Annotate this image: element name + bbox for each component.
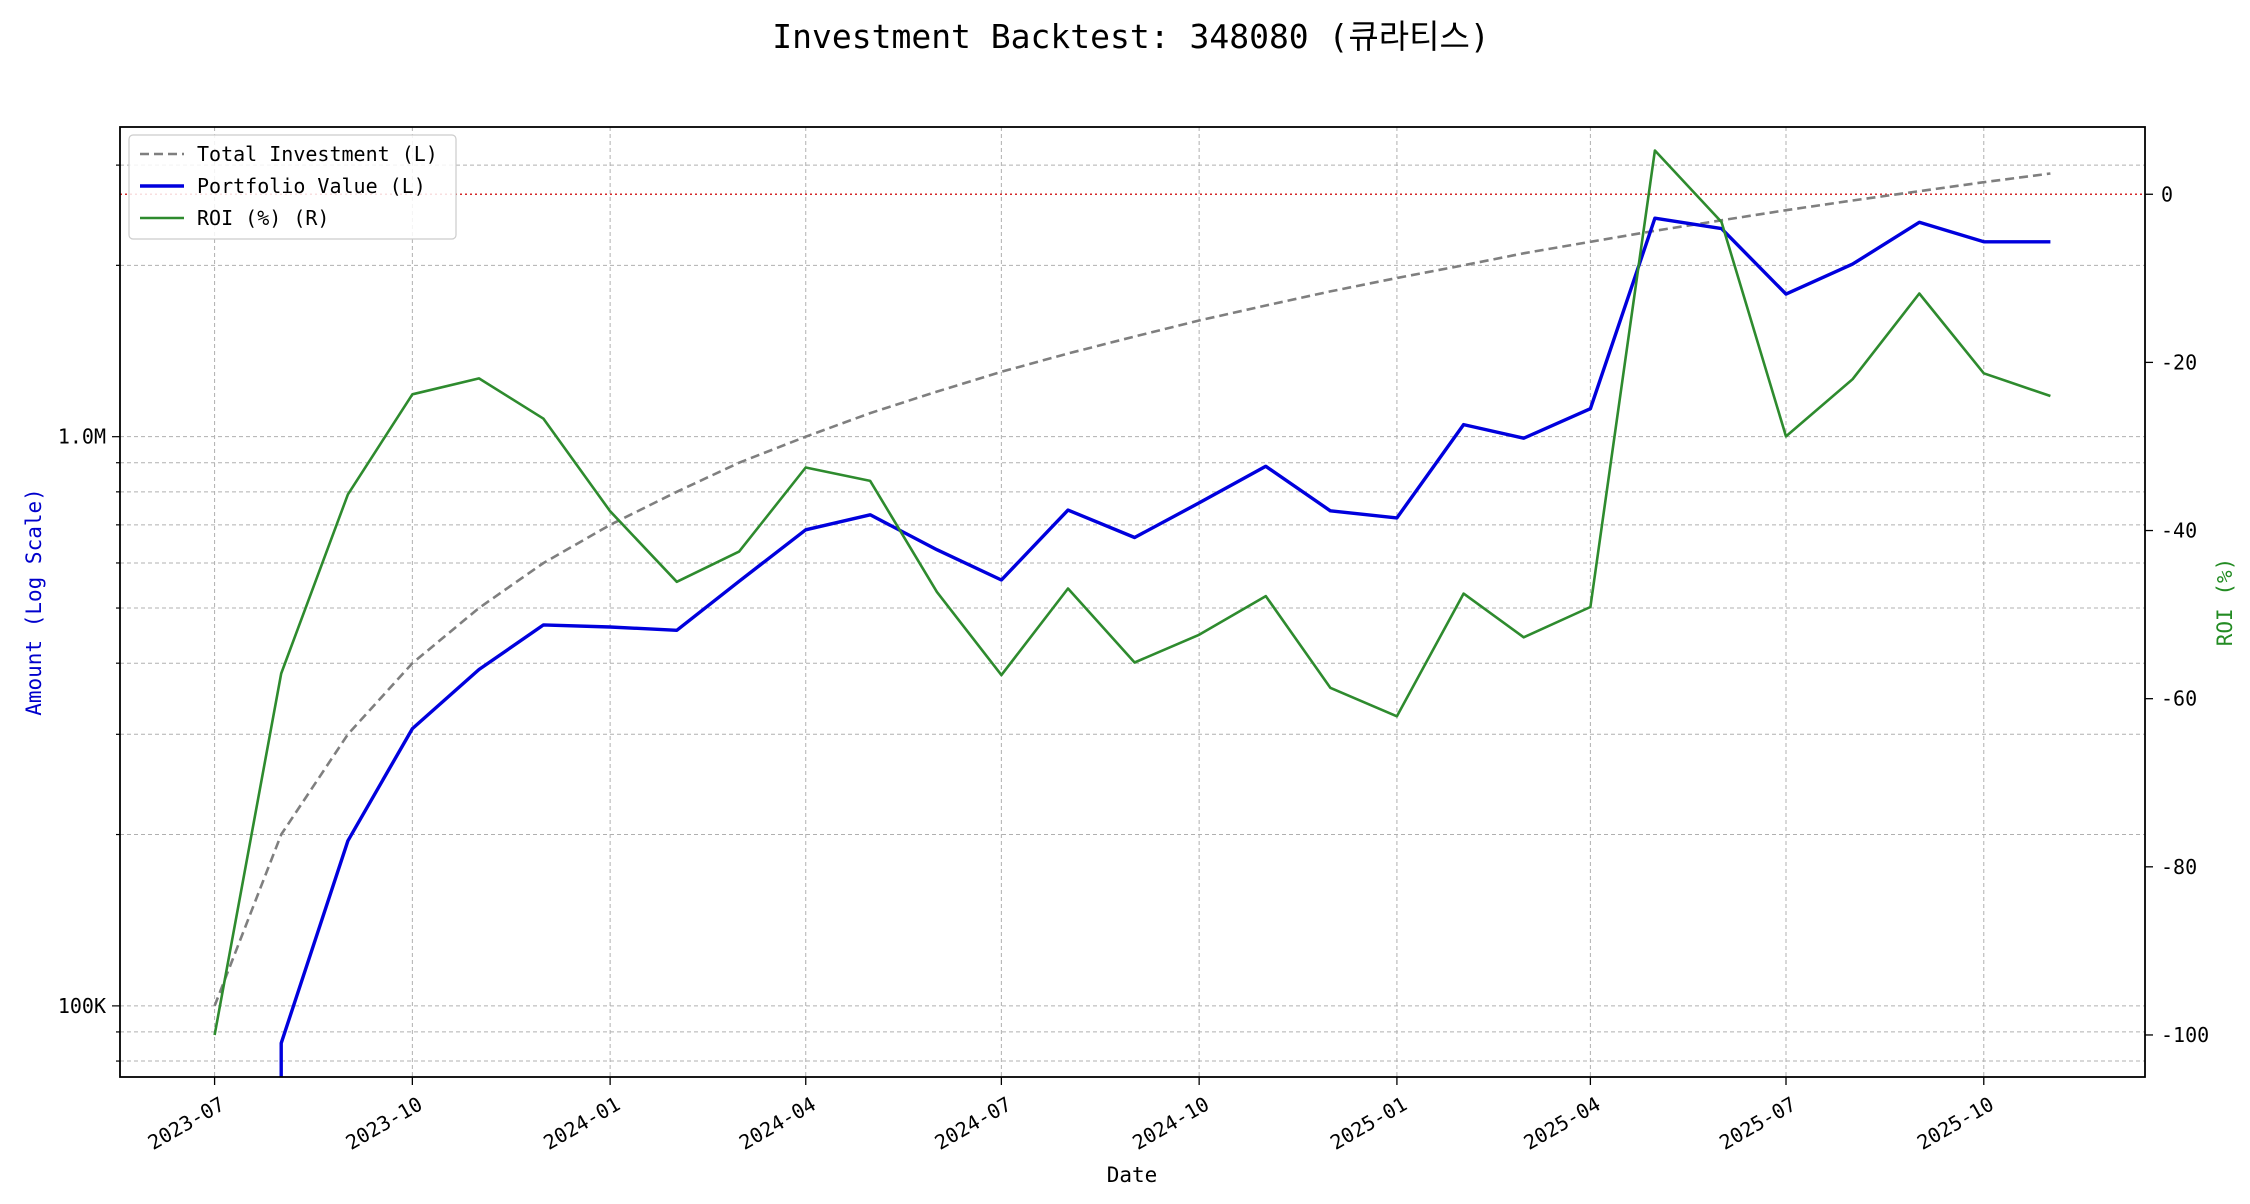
right-y-axis: 0 -20 -40 -60 -80 -100 <box>2145 182 2209 1047</box>
x-tick-label: 2023-10 <box>341 1092 426 1155</box>
x-tick-label: 2025-07 <box>1715 1092 1800 1155</box>
grid <box>120 127 2145 1077</box>
right-tick-label: -40 <box>2161 519 2197 543</box>
x-tick-label: 2024-10 <box>1128 1092 1213 1155</box>
legend-box <box>128 134 457 240</box>
plot-frame <box>119 126 2146 1078</box>
left-tick-label: 100K <box>58 994 106 1018</box>
left-y-axis: 100K 1.0M <box>58 164 120 1062</box>
x-axis-label: Date <box>1107 1163 1158 1187</box>
x-tick-label: 2025-10 <box>1913 1092 1998 1155</box>
roi-line <box>213 149 2051 1036</box>
right-tick-label: -60 <box>2161 687 2197 711</box>
x-tick-label: 2024-01 <box>539 1092 624 1155</box>
portfolio-value-line <box>279 216 2051 1077</box>
x-axis: 2023-07 2023-10 2024-01 2024-04 2024-07 2024-… <box>144 1077 1998 1155</box>
right-y-axis-label: ROI (%) <box>2213 558 2237 647</box>
x-tick-label: 2024-04 <box>735 1092 820 1155</box>
series-group <box>213 149 2051 1077</box>
total-investment-line <box>213 172 2051 1007</box>
right-tick-label: 0 <box>2161 182 2173 206</box>
legend-label-total-investment: Total Investment (L) <box>197 142 438 166</box>
left-tick-label: 1.0M <box>58 425 106 449</box>
chart-title: Investment Backtest: 348080 (큐라티스) <box>772 17 1489 56</box>
x-tick-label: 2025-04 <box>1519 1092 1604 1155</box>
right-tick-label: -20 <box>2161 350 2197 374</box>
legend-label-portfolio-value: Portfolio Value (L) <box>197 174 426 198</box>
x-tick-label: 2025-01 <box>1326 1092 1411 1155</box>
left-y-axis-label: Amount (Log Scale) <box>22 488 46 716</box>
x-tick-label: 2024-07 <box>930 1092 1015 1155</box>
x-tick-label: 2023-07 <box>144 1092 229 1155</box>
right-tick-label: -80 <box>2161 855 2197 879</box>
right-tick-label: -100 <box>2161 1023 2209 1047</box>
legend: Total Investment (L) Portfolio Value (L)… <box>128 134 457 240</box>
legend-label-roi: ROI (%) (R) <box>197 206 329 230</box>
